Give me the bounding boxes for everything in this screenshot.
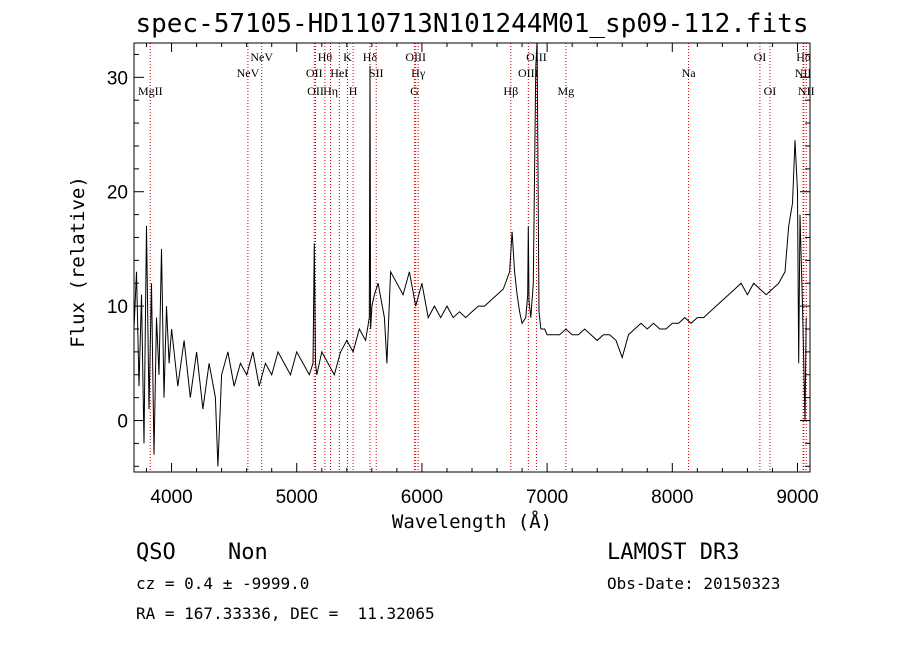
object-class: QSO: [136, 540, 176, 565]
plot-frame: [133, 42, 811, 473]
y-tick-label-2: 20: [107, 183, 128, 204]
survey-name: LAMOST DR3: [607, 540, 740, 565]
y-tick-label-0: 0: [117, 412, 128, 433]
line-marker-label-20: OI: [754, 50, 767, 64]
line-marker-label-16: OIII: [518, 66, 539, 80]
line-marker-label-21: OI: [764, 84, 777, 98]
line-marker-label-8: K: [343, 50, 352, 64]
line-marker-label-6: Hη: [323, 84, 338, 98]
line-marker-label-22: Hα: [796, 50, 812, 64]
chart-title: spec-57105-HD110713N101244M01_sp09-112.f…: [135, 9, 808, 39]
x-tick-label-4: 8000: [651, 487, 693, 508]
x-tick-label-2: 6000: [401, 487, 443, 508]
redshift-readout: cz = 0.4 ± -9999.0: [136, 574, 310, 593]
line-marker-label-23: NII: [795, 66, 812, 80]
ra-dec-readout: RA = 167.33336, DEC = 11.32065: [136, 604, 435, 623]
line-marker-label-7: HeI: [330, 66, 348, 80]
x-axis-label: Wavelength (Å): [392, 510, 552, 533]
line-marker-label-1: NeV: [237, 66, 260, 80]
y-tick-label-3: 30: [107, 68, 128, 89]
line-marker-label-13: Hγ: [411, 66, 426, 80]
line-marker-label-14: G: [410, 84, 419, 98]
x-tick-label-3: 7000: [526, 487, 568, 508]
spectrum-line: [133, 42, 807, 467]
line-marker-label-2: NeV: [250, 50, 273, 64]
line-marker-label-18: Mg: [558, 84, 575, 98]
line-marker-label-5: Hθ: [318, 50, 333, 64]
line-marker-label-24: NII: [798, 84, 815, 98]
line-marker-label-10: Hδ: [363, 50, 378, 64]
y-axis-label: Flux (relative): [67, 176, 89, 348]
line-marker-label-15: Hβ: [503, 84, 518, 98]
line-marker-label-4: OII: [307, 84, 324, 98]
x-tick-label-1: 5000: [276, 487, 318, 508]
line-marker-label-9: H: [349, 84, 358, 98]
line-marker-label-0: MgII: [138, 84, 163, 98]
x-tick-label-5: 9000: [776, 487, 818, 508]
y-tick-label-1: 10: [107, 297, 128, 318]
line-marker-label-19: Na: [682, 66, 697, 80]
line-marker-label-12: OIII: [405, 50, 426, 64]
axes: 4000 5000 6000 7000 8000 9000 0 10 20 30: [107, 43, 819, 508]
line-marker-label-3: OII: [306, 66, 323, 80]
line-marker-label-11: SII: [369, 66, 384, 80]
object-subclass: Non: [228, 540, 268, 565]
obs-date: Obs-Date: 20150323: [607, 574, 781, 593]
x-tick-label-0: 4000: [150, 487, 192, 508]
